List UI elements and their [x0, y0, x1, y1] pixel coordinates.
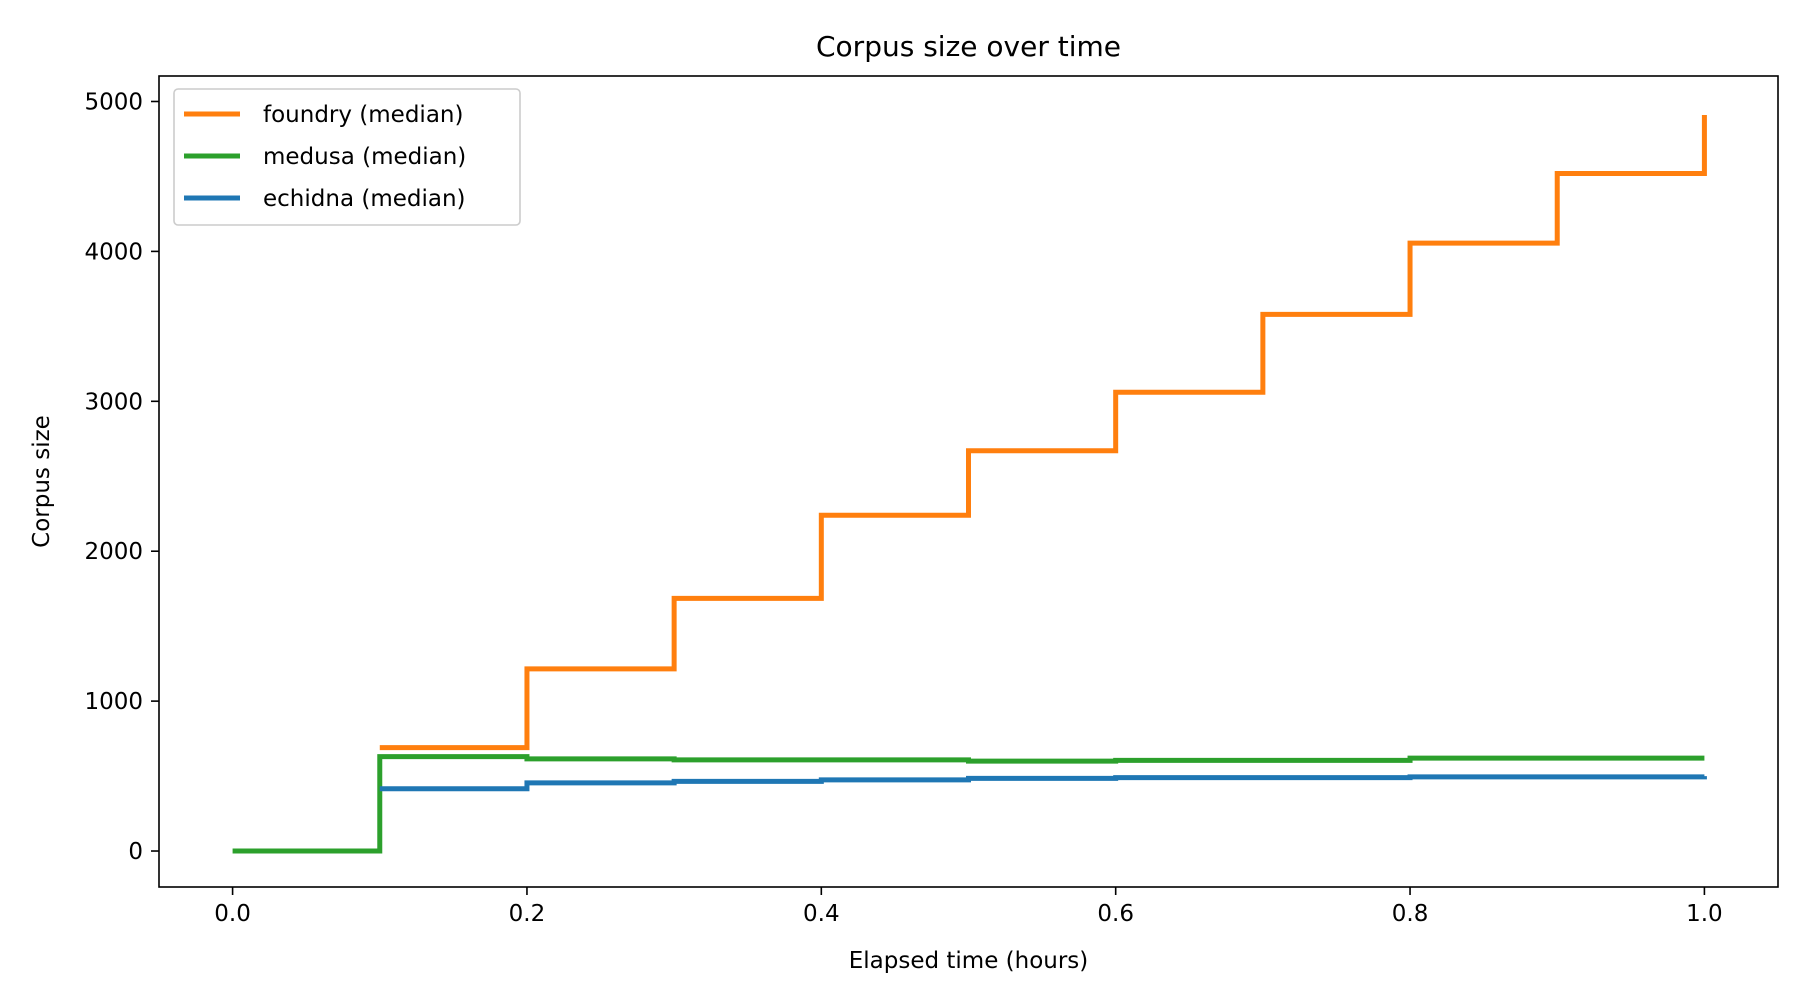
x-tick-label: 0.6 — [1097, 901, 1134, 927]
chart-title: Corpus size over time — [816, 30, 1121, 63]
y-tick-label: 0 — [128, 839, 143, 865]
x-tick-label: 0.0 — [214, 901, 251, 927]
x-tick-label: 1.0 — [1686, 901, 1723, 927]
y-tick-label: 5000 — [84, 89, 143, 115]
legend-label: echidna (median) — [263, 186, 466, 212]
series-line-2 — [379, 774, 1707, 792]
x-axis: 0.0 0.2 0.4 0.6 0.8 1.0 — [214, 887, 1723, 927]
series-line-0 — [379, 114, 1707, 751]
y-axis: 0 1000 2000 3000 4000 5000 — [84, 89, 159, 865]
series-line-1 — [232, 754, 1705, 854]
y-axis-label: Corpus size — [29, 415, 55, 548]
x-tick-label: 0.2 — [509, 901, 546, 927]
x-axis-label: Elapsed time (hours) — [849, 948, 1089, 974]
x-tick-label: 0.8 — [1392, 901, 1429, 927]
legend: foundry (median) medusa (median) echidna (… — [173, 88, 521, 226]
y-tick-label: 2000 — [84, 539, 143, 565]
legend-label: medusa (median) — [263, 144, 466, 170]
y-tick-label: 3000 — [84, 389, 143, 415]
plot-area — [232, 114, 1707, 854]
y-tick-label: 1000 — [84, 689, 143, 715]
y-tick-label: 4000 — [84, 239, 143, 265]
x-tick-label: 0.4 — [803, 901, 840, 927]
legend-label: foundry (median) — [263, 102, 463, 128]
axes-frame — [158, 75, 1779, 888]
legend-box — [173, 88, 521, 226]
